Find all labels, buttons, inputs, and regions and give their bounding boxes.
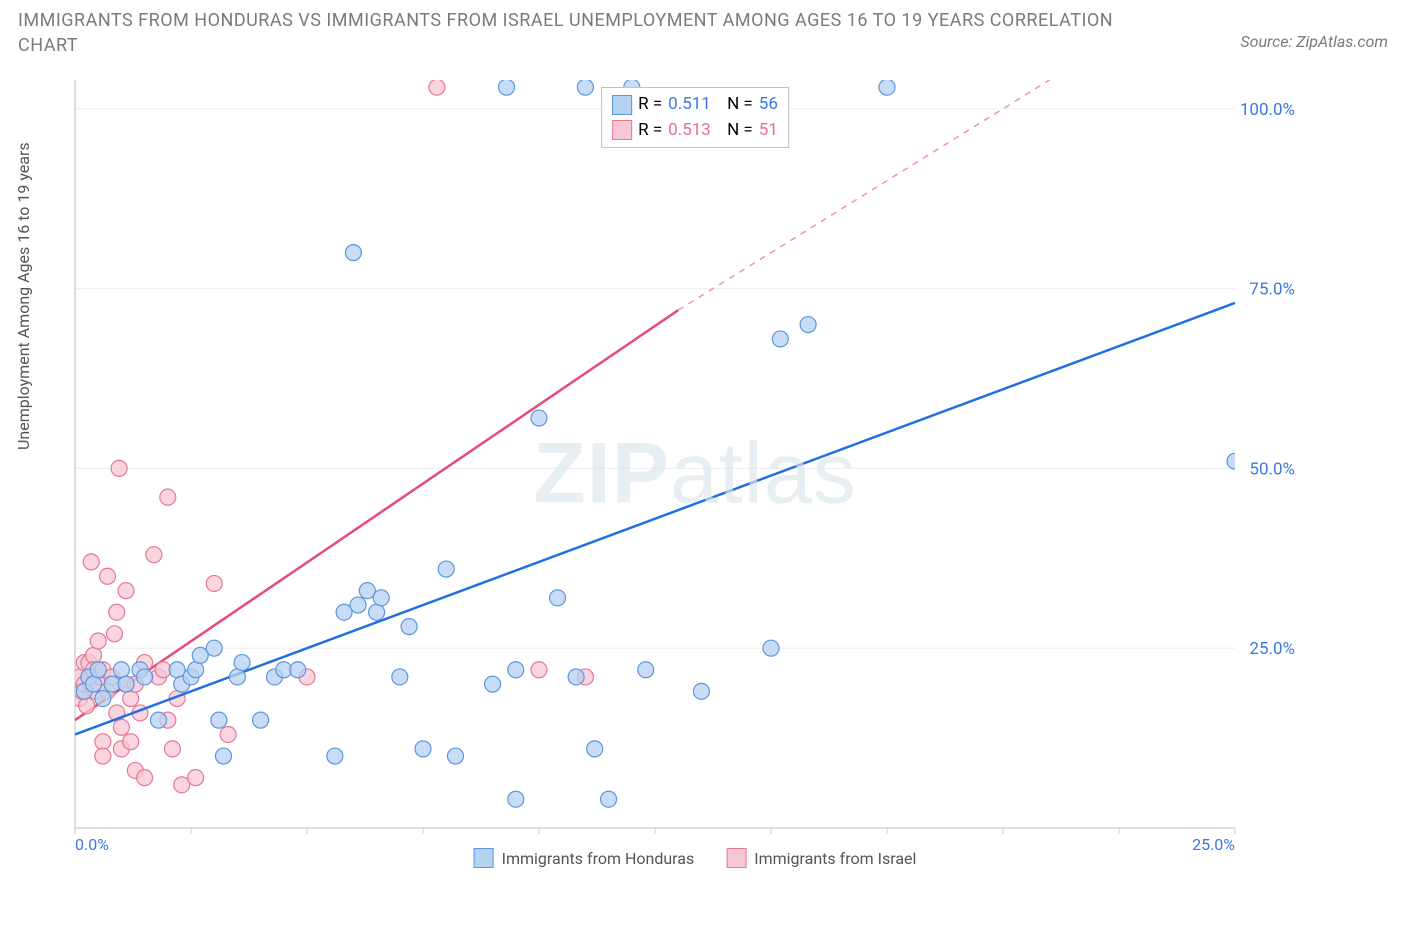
svg-text:25.0%: 25.0% <box>1249 639 1295 659</box>
legend-label-honduras: Immigrants from Honduras <box>502 849 695 868</box>
legend-series: Immigrants from Honduras Immigrants from… <box>474 848 917 868</box>
legend-item-honduras: Immigrants from Honduras <box>474 848 695 868</box>
swatch-israel-bottom <box>726 848 746 868</box>
legend-R-label: R = <box>638 92 662 118</box>
legend-correlation: R = 0.511 N = 56 R = 0.513 N = 51 <box>601 87 789 148</box>
legend-N-label: N = <box>727 92 753 118</box>
chart-area: ZIPatlas 25.0%50.0%75.0%100.0%0.0%25.0% … <box>70 80 1320 868</box>
svg-text:100.0%: 100.0% <box>1240 100 1295 120</box>
swatch-honduras-bottom <box>474 848 494 868</box>
legend-R-value-israel: 0.513 <box>668 118 711 144</box>
legend-row-israel: R = 0.513 N = 51 <box>612 118 778 144</box>
title-row: IMMIGRANTS FROM HONDURAS VS IMMIGRANTS F… <box>18 8 1388 58</box>
legend-N-label: N = <box>727 118 753 144</box>
legend-item-israel: Immigrants from Israel <box>726 848 916 868</box>
source-label: Source: ZipAtlas.com <box>1240 32 1388 51</box>
svg-text:25.0%: 25.0% <box>1192 835 1235 854</box>
svg-text:50.0%: 50.0% <box>1249 459 1295 479</box>
svg-text:0.0%: 0.0% <box>75 835 109 854</box>
legend-R-value-honduras: 0.511 <box>668 92 711 118</box>
legend-R-label: R = <box>638 118 662 144</box>
legend-row-honduras: R = 0.511 N = 56 <box>612 92 778 118</box>
legend-label-israel: Immigrants from Israel <box>754 849 916 868</box>
swatch-israel <box>612 120 632 140</box>
swatch-honduras <box>612 95 632 115</box>
y-axis-label: Unemployment Among Ages 16 to 19 years <box>14 142 33 450</box>
legend-N-value-israel: 51 <box>759 118 778 144</box>
scatter-svg: 25.0% 50.0% 75.0% 100.0% 0.0% 25.0% <box>70 80 1320 868</box>
chart-title: IMMIGRANTS FROM HONDURAS VS IMMIGRANTS F… <box>18 8 1118 58</box>
legend-N-value-honduras: 56 <box>759 92 778 118</box>
svg-text:75.0%: 75.0% <box>1249 280 1295 300</box>
